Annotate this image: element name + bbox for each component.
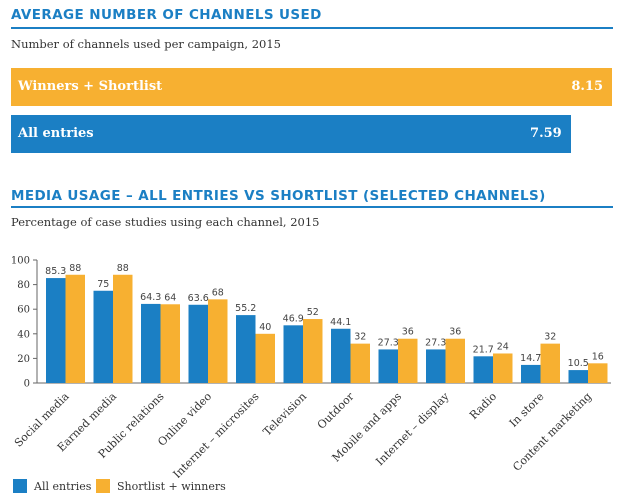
media-usage-title: MEDIA USAGE – ALL ENTRIES VS SHORTLIST (… [11, 188, 546, 204]
avg-channels-title-rule [11, 27, 613, 29]
data-label: 24 [497, 341, 509, 352]
bar-all-entries [426, 349, 446, 383]
data-label: 64.3 [140, 292, 161, 303]
legend-all-entries: All entries [13, 479, 91, 493]
data-label: 88 [69, 263, 81, 274]
legend-label: All entries [34, 479, 92, 493]
bar-shortlist-winners [303, 319, 323, 383]
data-label: 52 [307, 307, 319, 318]
bar-all-entries [331, 328, 351, 383]
bar-shortlist-winners [350, 343, 370, 383]
data-label: 44.1 [330, 317, 351, 328]
data-label: 36 [402, 327, 414, 338]
data-label: 27.3 [425, 337, 446, 348]
bar-shortlist-winners [208, 299, 228, 383]
y-tick-label: 80 [17, 280, 30, 291]
avg-bar-all-entries: All entries 7.59 [11, 115, 571, 153]
y-tick-label: 0 [24, 379, 30, 390]
media-usage-subtitle: Percentage of case studies using each ch… [11, 215, 320, 229]
y-tick-label: 60 [17, 305, 30, 316]
y-tick-label: 40 [17, 329, 30, 340]
avg-channels-subtitle: Number of channels used per campaign, 20… [11, 37, 281, 51]
data-label: 14.7 [520, 353, 541, 364]
bar-all-entries [141, 303, 161, 383]
legend-swatch-shortlist-winners [96, 479, 110, 493]
x-tick-label: Outdoor [315, 389, 357, 431]
bar-all-entries [93, 290, 113, 383]
y-tick-label: 20 [17, 354, 30, 365]
x-tick-label: Television [261, 390, 310, 439]
bar-shortlist-winners [65, 274, 85, 383]
bar-shortlist-winners [588, 363, 608, 383]
bar-all-entries [568, 370, 588, 383]
bar-all-entries [46, 278, 66, 383]
avg-bar-label: Winners + Shortlist [18, 79, 163, 94]
data-label: 27.3 [378, 337, 399, 348]
data-label: 64 [164, 292, 176, 303]
avg-channels-title: AVERAGE NUMBER OF CHANNELS USED [11, 7, 322, 23]
bar-shortlist-winners [445, 338, 465, 383]
legend-shortlist-winners: Shortlist + winners [96, 479, 226, 493]
data-label: 16 [592, 351, 604, 362]
bar-shortlist-winners [398, 338, 418, 383]
bar-all-entries [473, 356, 493, 383]
data-label: 68 [212, 287, 224, 298]
data-label: 40 [259, 322, 271, 333]
bar-all-entries [283, 325, 303, 383]
data-label: 55.2 [235, 303, 256, 314]
data-label: 21.7 [473, 344, 494, 355]
y-tick-label: 100 [11, 256, 30, 267]
bar-shortlist-winners [113, 274, 133, 383]
bar-all-entries [378, 349, 398, 383]
data-label: 32 [544, 332, 556, 343]
bar-shortlist-winners [255, 333, 275, 383]
data-label: 88 [117, 263, 129, 274]
data-label: 46.9 [283, 313, 304, 324]
avg-bar-value: 8.15 [571, 79, 603, 94]
bar-all-entries [521, 364, 541, 383]
x-tick-label: Internet – microsites [171, 390, 262, 478]
x-tick-label: Content marketing [510, 390, 594, 474]
x-tick-label: In store [507, 390, 547, 430]
avg-bar-winners-shortlist: Winners + Shortlist 8.15 [11, 68, 612, 106]
x-tick-label: Radio [467, 390, 499, 422]
bar-shortlist-winners [493, 353, 513, 383]
avg-bar-label: All entries [18, 126, 94, 141]
bar-shortlist-winners [160, 304, 180, 383]
bar-shortlist-winners [540, 343, 560, 383]
bar-all-entries [236, 315, 256, 383]
data-label: 75 [97, 279, 109, 290]
legend-label: Shortlist + winners [117, 479, 226, 493]
data-label: 36 [449, 327, 461, 338]
bar-all-entries [188, 304, 208, 383]
data-label: 32 [354, 332, 366, 343]
data-label: 63.6 [188, 293, 209, 304]
data-label: 10.5 [568, 358, 589, 369]
media-usage-title-rule [11, 206, 613, 208]
data-label: 85.3 [45, 266, 66, 277]
avg-bar-value: 7.59 [530, 126, 562, 141]
legend-swatch-all-entries [13, 479, 27, 493]
